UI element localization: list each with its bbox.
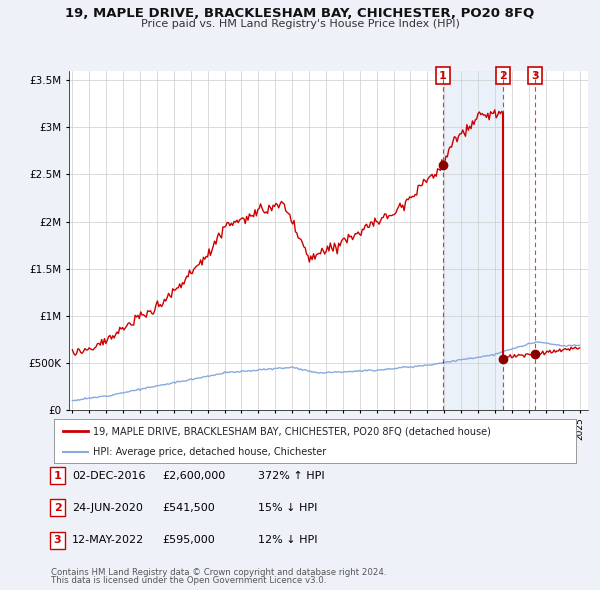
Text: 19, MAPLE DRIVE, BRACKLESHAM BAY, CHICHESTER, PO20 8FQ: 19, MAPLE DRIVE, BRACKLESHAM BAY, CHICHE… [65, 7, 535, 20]
Text: 2: 2 [499, 71, 507, 80]
Text: 02-DEC-2016: 02-DEC-2016 [72, 471, 146, 480]
Text: 3: 3 [54, 536, 61, 545]
Text: 12-MAY-2022: 12-MAY-2022 [72, 536, 144, 545]
Text: 1: 1 [54, 471, 61, 480]
Text: £2,600,000: £2,600,000 [162, 471, 225, 480]
Bar [443, 71, 503, 410]
Text: Price paid vs. HM Land Registry's House Price Index (HPI): Price paid vs. HM Land Registry's House … [140, 19, 460, 29]
Text: 15% ↓ HPI: 15% ↓ HPI [258, 503, 317, 513]
Text: This data is licensed under the Open Government Licence v3.0.: This data is licensed under the Open Gov… [51, 576, 326, 585]
Text: Contains HM Land Registry data © Crown copyright and database right 2024.: Contains HM Land Registry data © Crown c… [51, 568, 386, 577]
Text: 19, MAPLE DRIVE, BRACKLESHAM BAY, CHICHESTER, PO20 8FQ (detached house): 19, MAPLE DRIVE, BRACKLESHAM BAY, CHICHE… [93, 427, 491, 436]
Text: £595,000: £595,000 [162, 536, 215, 545]
Text: HPI: Average price, detached house, Chichester: HPI: Average price, detached house, Chic… [93, 447, 326, 457]
Text: £541,500: £541,500 [162, 503, 215, 513]
Text: 1: 1 [439, 71, 447, 80]
Text: 24-JUN-2020: 24-JUN-2020 [72, 503, 143, 513]
Text: 2: 2 [54, 503, 61, 513]
Text: 12% ↓ HPI: 12% ↓ HPI [258, 536, 317, 545]
Text: 372% ↑ HPI: 372% ↑ HPI [258, 471, 325, 480]
Text: 3: 3 [531, 71, 539, 80]
